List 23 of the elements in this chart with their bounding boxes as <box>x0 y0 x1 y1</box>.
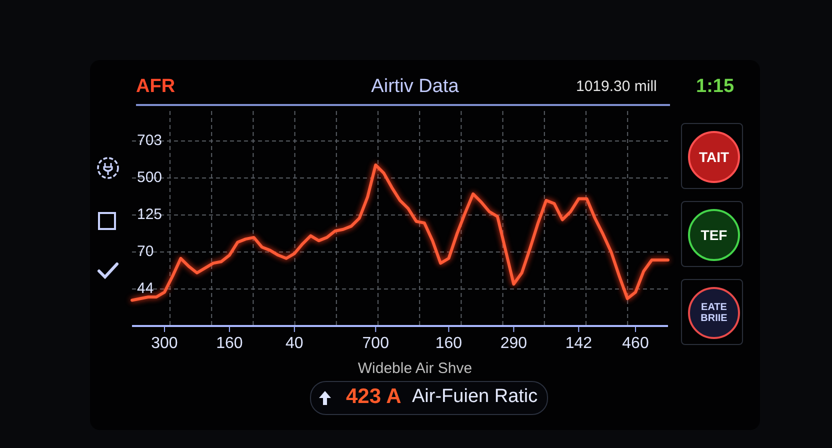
x-tick-label: 142 <box>565 335 592 352</box>
x-tick-label: 160 <box>216 335 243 352</box>
text: 1:15 <box>696 76 734 98</box>
text: AFR <box>136 76 176 98</box>
x-tick-label: 700 <box>362 335 390 352</box>
x-tick-label: 40 <box>286 335 304 352</box>
x-tick-label: 300 <box>151 335 178 352</box>
x-tick-label: 290 <box>500 335 528 352</box>
annotation: 44 <box>137 280 154 298</box>
text: EATE BRIIE <box>688 287 740 339</box>
x-axis-title: Wideble Air Shve <box>356 360 474 377</box>
annotation: 70 <box>137 243 154 261</box>
text: TAIT <box>688 131 740 183</box>
x-tick-label: 460 <box>622 335 649 352</box>
text: TEF <box>688 209 740 261</box>
annotation: 500 <box>137 169 162 187</box>
x-tick-label: 160 <box>435 335 462 352</box>
text: 423 A <box>346 385 402 409</box>
chart-title: Airtiv Data <box>370 76 460 98</box>
annotation: 125 <box>137 206 162 224</box>
text: 1019.30 mill <box>576 78 657 95</box>
text: 703 <box>137 132 162 150</box>
text: Air-Fuien Ratic <box>412 386 538 408</box>
